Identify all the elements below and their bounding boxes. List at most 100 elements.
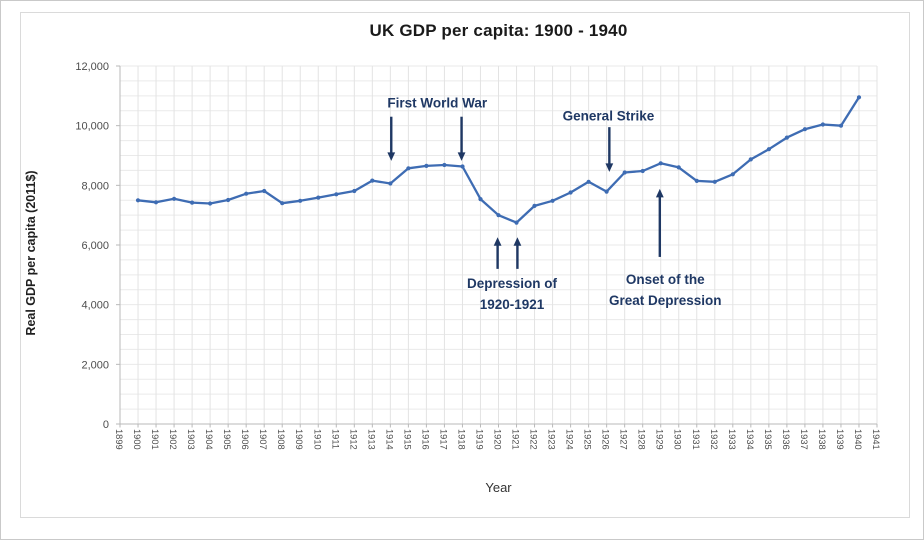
data-point-marker xyxy=(478,197,483,202)
x-tick-label: 1935 xyxy=(763,429,773,450)
annotation-line: General Strike xyxy=(562,108,655,124)
annotation-arrowhead xyxy=(605,163,614,172)
x-tick-label: 1926 xyxy=(601,429,611,450)
y-tick-label: 12,000 xyxy=(75,61,109,73)
data-point-marker xyxy=(856,95,862,100)
data-point-marker xyxy=(568,190,573,195)
x-tick-label: 1906 xyxy=(240,429,250,450)
x-tick-label: 1918 xyxy=(456,429,466,450)
data-point-marker xyxy=(388,181,393,186)
annotation-line: Great Depression xyxy=(608,292,722,308)
annotation-arrowhead xyxy=(457,152,466,161)
data-point-marker xyxy=(604,189,609,194)
data-point-marker xyxy=(153,200,159,205)
x-tick-label: 1921 xyxy=(511,429,521,450)
x-tick-label: 1909 xyxy=(294,429,304,450)
data-point-marker xyxy=(298,198,303,203)
x-tick-label: 1899 xyxy=(114,429,124,450)
x-tick-label: 1919 xyxy=(474,429,484,450)
x-tick-label: 1916 xyxy=(420,429,430,450)
data-point-marker xyxy=(370,178,375,183)
x-tick-label: 1940 xyxy=(853,429,863,450)
data-point-marker xyxy=(820,122,826,127)
annotation-line: 1920-1921 xyxy=(479,297,545,313)
x-tick-label: 1929 xyxy=(655,429,665,450)
data-point-marker xyxy=(676,165,681,170)
y-tick-label: 10,000 xyxy=(75,121,109,133)
annotation-line: Depression of xyxy=(467,276,558,292)
y-tick-label: 8,000 xyxy=(81,180,109,192)
x-tick-label: 1903 xyxy=(186,429,196,450)
y-tick-label: 2,000 xyxy=(81,359,109,371)
annotation-arrowhead xyxy=(655,188,664,198)
data-point-marker xyxy=(586,179,591,184)
annotation-first-world-war: First World War xyxy=(387,92,487,113)
data-point-marker xyxy=(550,198,555,203)
y-axis-title: Real GDP per capita (2011$) xyxy=(24,170,38,336)
x-tick-label: 1932 xyxy=(709,429,719,450)
data-point-marker xyxy=(352,188,357,194)
data-point-marker xyxy=(838,123,844,128)
x-tick-label: 1922 xyxy=(529,429,539,450)
y-tick-label: 0 xyxy=(103,419,109,431)
data-point-marker xyxy=(424,163,429,168)
x-tick-label: 1938 xyxy=(817,429,827,450)
data-point-marker xyxy=(190,200,195,205)
x-tick-label: 1917 xyxy=(438,429,448,450)
annotation-arrowhead xyxy=(513,237,522,246)
x-tick-label: 1928 xyxy=(637,429,647,450)
data-point-marker xyxy=(496,213,501,218)
x-tick-label: 1933 xyxy=(727,429,737,450)
x-tick-label: 1924 xyxy=(565,429,575,450)
annotation-general-strike: General Strike xyxy=(563,105,655,126)
data-point-marker xyxy=(135,198,141,203)
annotation-arrowhead xyxy=(493,237,502,246)
data-point-marker xyxy=(172,196,177,201)
data-point-marker xyxy=(316,195,321,200)
x-tick-label: 1904 xyxy=(204,429,214,450)
x-tick-label: 1936 xyxy=(781,429,791,450)
data-point-marker xyxy=(532,203,537,208)
annotation-arrowhead xyxy=(387,152,396,161)
x-tick-label: 1900 xyxy=(132,429,142,450)
y-tick-label: 6,000 xyxy=(81,240,109,252)
data-point-marker xyxy=(208,201,213,206)
data-point-marker xyxy=(730,172,735,177)
data-point-marker xyxy=(658,161,663,166)
data-point-marker xyxy=(442,162,447,168)
data-point-marker xyxy=(802,127,808,132)
x-tick-label: 1920 xyxy=(493,429,503,450)
x-tick-label: 1941 xyxy=(871,429,881,450)
x-tick-label: 1934 xyxy=(745,429,755,450)
data-point-marker xyxy=(748,157,753,162)
data-point-marker xyxy=(694,178,699,183)
x-tick-label: 1905 xyxy=(222,429,232,450)
x-tick-label: 1910 xyxy=(312,429,322,450)
data-point-marker xyxy=(226,197,231,203)
x-tick-label: 1901 xyxy=(150,429,160,450)
x-tick-label: 1923 xyxy=(547,429,557,450)
x-tick-label: 1902 xyxy=(168,429,178,450)
x-tick-label: 1911 xyxy=(330,429,340,449)
data-point-marker xyxy=(280,201,285,206)
data-point-marker xyxy=(406,166,411,171)
x-tick-label: 1913 xyxy=(366,429,376,450)
y-tick-label: 4,000 xyxy=(81,300,109,312)
x-tick-label: 1939 xyxy=(835,429,845,450)
x-tick-label: 1908 xyxy=(276,429,286,450)
data-point-marker xyxy=(712,179,717,184)
x-tick-label: 1931 xyxy=(691,429,701,450)
x-tick-label: 1907 xyxy=(258,429,268,450)
data-point-marker xyxy=(640,168,645,174)
chart-title: UK GDP per capita: 1900 - 1940 xyxy=(369,21,628,40)
x-tick-label: 1915 xyxy=(402,429,412,450)
data-point-marker xyxy=(514,220,519,225)
x-tick-label: 1937 xyxy=(799,429,809,450)
data-point-marker xyxy=(622,170,627,175)
data-point-marker xyxy=(334,192,339,197)
annotation-line: First World War xyxy=(387,95,488,111)
data-point-marker xyxy=(460,164,465,169)
data-point-marker xyxy=(766,147,772,152)
